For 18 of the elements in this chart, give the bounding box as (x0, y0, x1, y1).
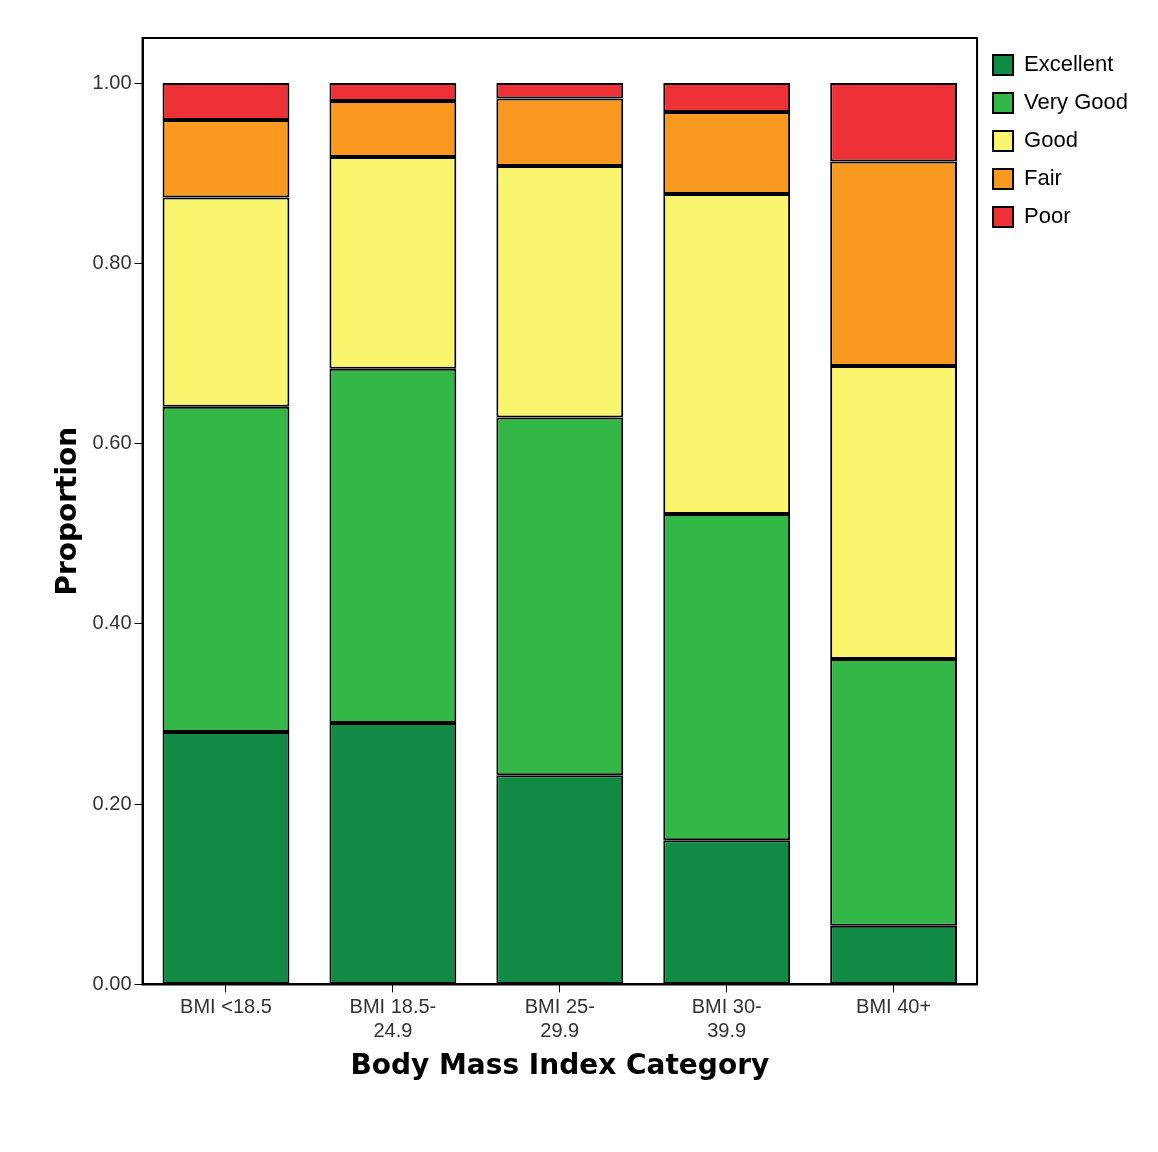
y-tick-label: 0.00 (92, 971, 132, 994)
x-tick-label: BMI 18.5-24.9 (349, 994, 437, 1041)
x-tick-label: BMI 40+ (856, 994, 932, 1017)
x-tick-label: BMI 30-39.9 (691, 994, 762, 1041)
x-axis-title: Body Mass Index Category (350, 1048, 770, 1082)
x-tick-label: BMI 25-29.9 (524, 994, 595, 1041)
legend-label: Excellent (1024, 51, 1114, 77)
y-tick-label: 0.40 (92, 611, 132, 634)
y-axis-title: Proportion (50, 426, 84, 596)
legend-label: Poor (1024, 203, 1071, 229)
y-tick-label: 0.80 (92, 250, 132, 273)
y-tick-label: 0.60 (92, 431, 132, 454)
legend-label: Fair (1024, 165, 1062, 191)
legend-label: Good (1024, 127, 1078, 153)
y-tick-label: 0.20 (92, 791, 132, 814)
x-tick-label: BMI <18.5 (180, 994, 272, 1017)
legend-label: Very Good (1024, 89, 1128, 115)
y-tick-label: 1.00 (92, 70, 132, 93)
